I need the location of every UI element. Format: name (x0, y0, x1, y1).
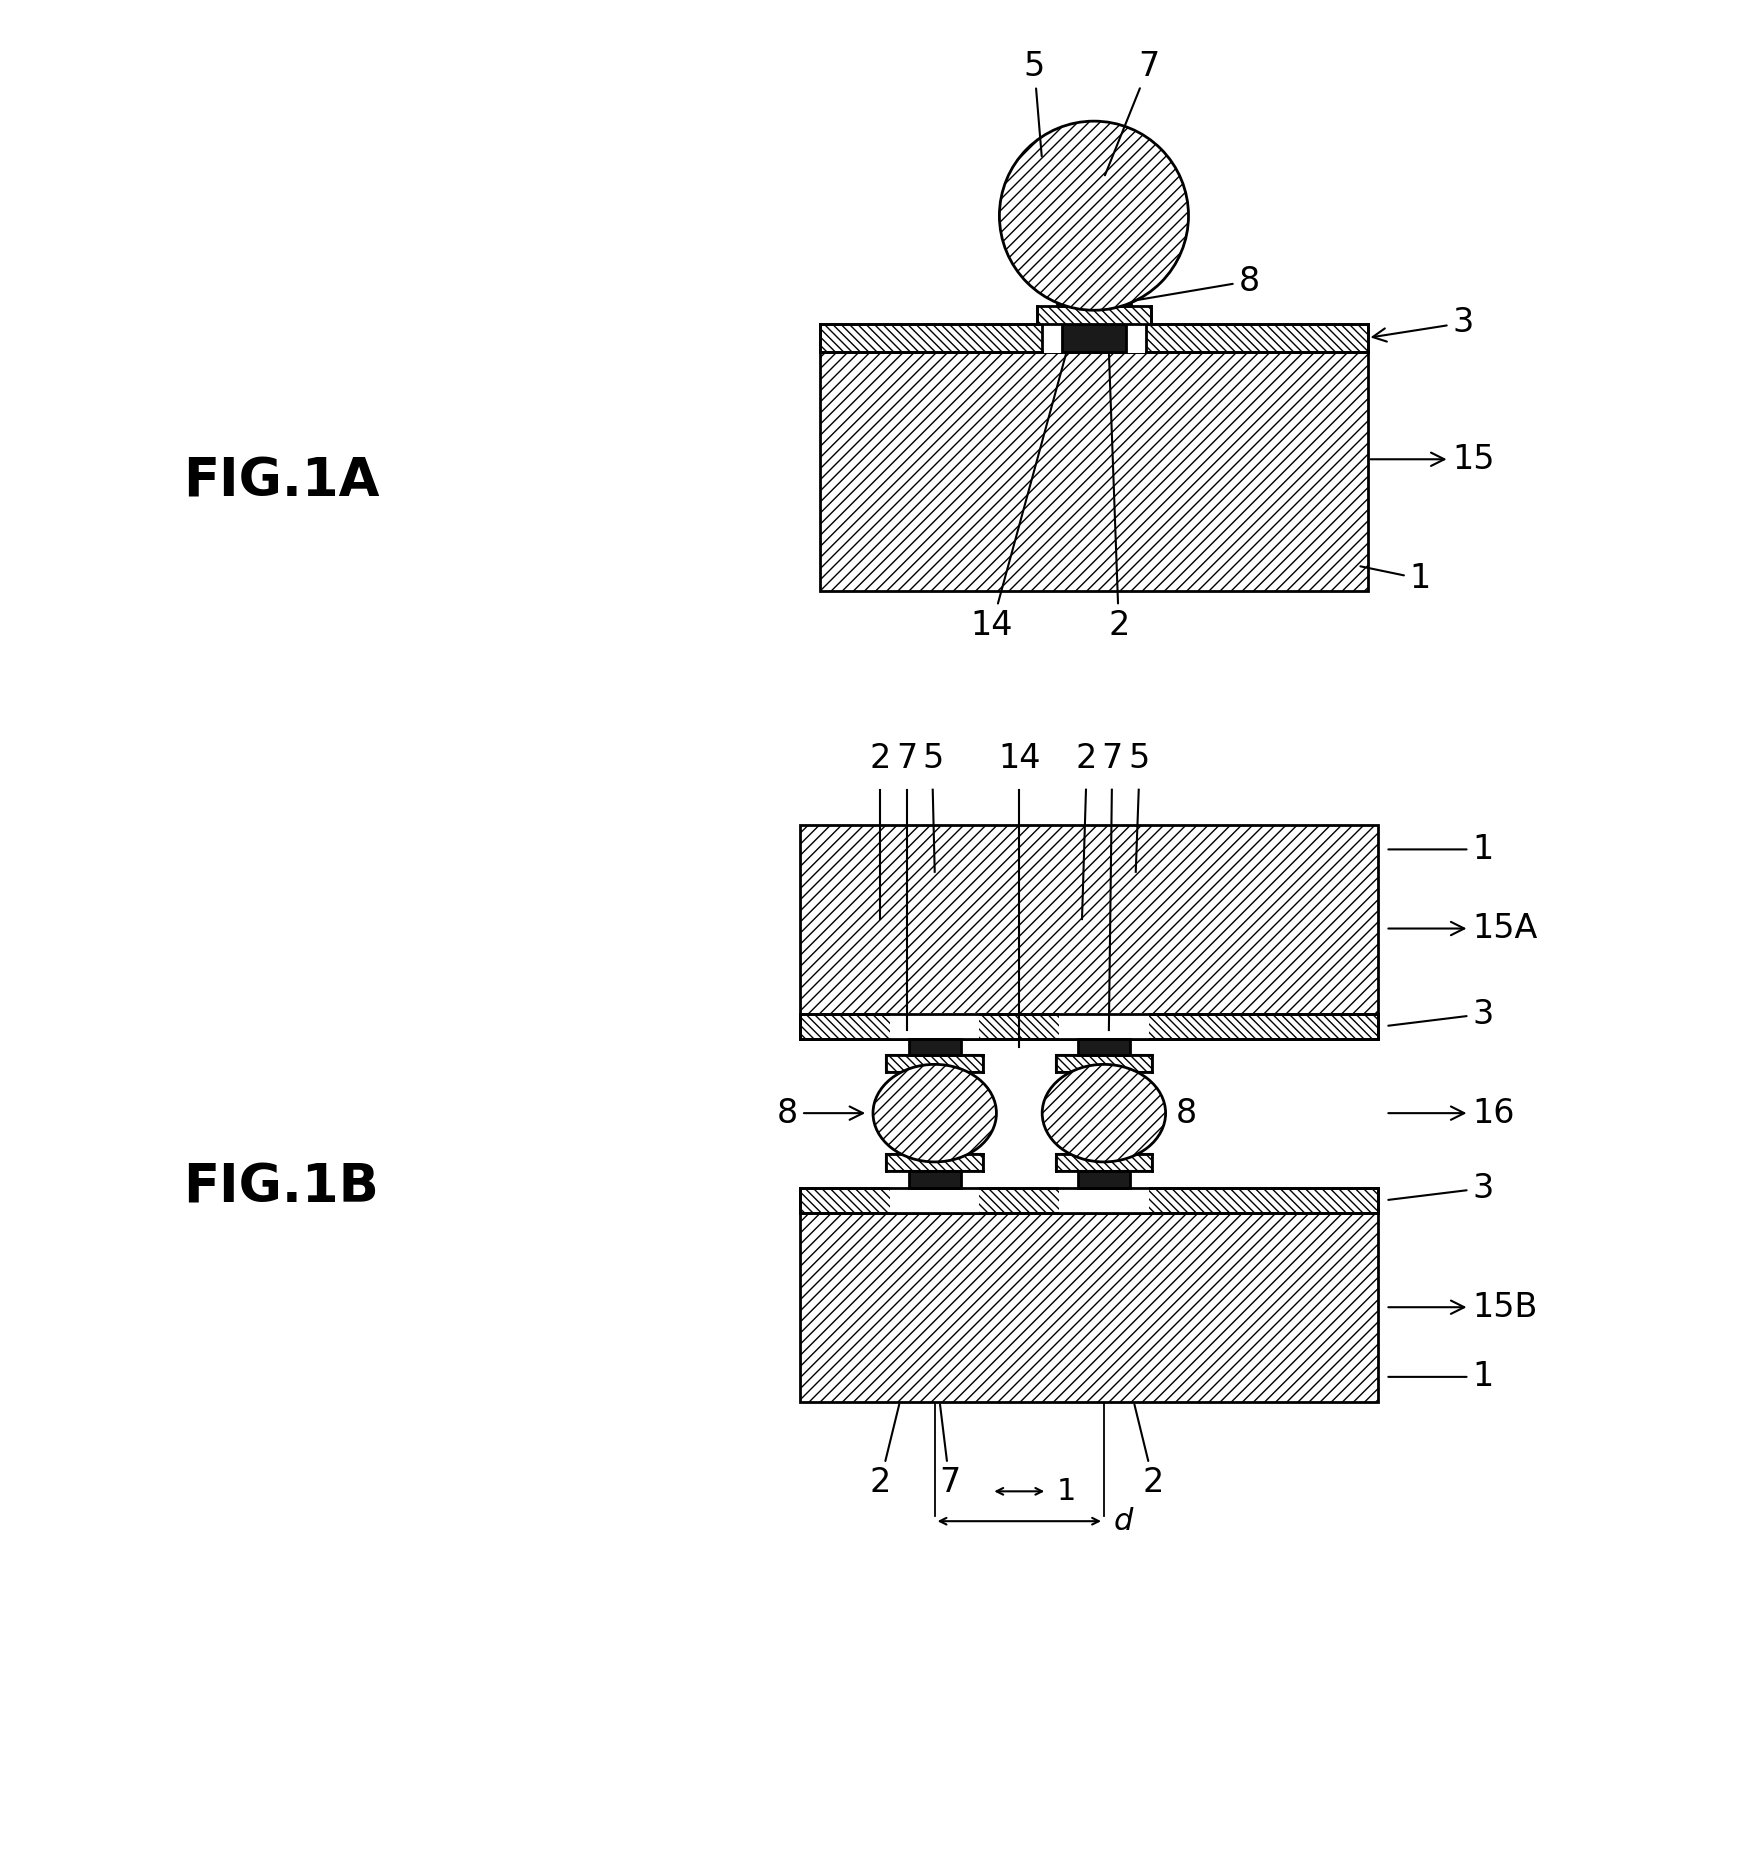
Text: 2: 2 (869, 1404, 898, 1499)
Text: 7: 7 (939, 1404, 960, 1499)
Bar (801, 1189, 1377, 1213)
Bar (1079, 1170, 1129, 1189)
Text: 2: 2 (1075, 742, 1096, 776)
Text: 7: 7 (1105, 50, 1159, 176)
Text: 5: 5 (1127, 742, 1150, 776)
Text: 15B: 15B (1388, 1291, 1538, 1323)
Bar (886, 1056, 982, 1073)
Text: FIG.1B: FIG.1B (184, 1163, 379, 1213)
Text: 8: 8 (1176, 1097, 1197, 1129)
Bar (820, 323, 1367, 351)
Text: 15A: 15A (1388, 912, 1538, 946)
Bar (1056, 1056, 1152, 1073)
Text: 1: 1 (1058, 1477, 1077, 1506)
Text: 7: 7 (897, 742, 918, 776)
Text: 5: 5 (923, 742, 944, 776)
Text: 5: 5 (1024, 50, 1045, 157)
Bar (801, 1013, 1377, 1039)
Text: 1: 1 (1388, 1361, 1493, 1394)
Bar (1056, 295, 1131, 307)
Text: 14: 14 (998, 742, 1040, 776)
Bar (909, 1039, 961, 1056)
Text: 16: 16 (1388, 1097, 1514, 1129)
Text: 8: 8 (778, 1097, 864, 1129)
Text: 1: 1 (1388, 834, 1493, 865)
Bar (801, 824, 1377, 1013)
Ellipse shape (872, 1063, 996, 1163)
Text: 3: 3 (1388, 1172, 1493, 1206)
Ellipse shape (1042, 1063, 1166, 1163)
Text: 15: 15 (1370, 443, 1495, 477)
Text: 2: 2 (1108, 355, 1129, 641)
Circle shape (1000, 121, 1189, 310)
Bar (1042, 323, 1147, 353)
Bar (820, 351, 1367, 591)
Bar (909, 1170, 961, 1189)
Bar (1061, 323, 1126, 351)
Text: 8: 8 (1134, 265, 1259, 301)
Text: 3: 3 (1388, 998, 1493, 1030)
Bar (1056, 1153, 1152, 1170)
Text: d: d (1113, 1506, 1133, 1536)
Bar (1037, 307, 1152, 323)
Text: FIG.1A: FIG.1A (184, 456, 379, 506)
Bar (890, 1013, 979, 1039)
Text: 3: 3 (1372, 307, 1474, 342)
Text: 14: 14 (970, 355, 1066, 641)
Bar (886, 1153, 982, 1170)
Text: 2: 2 (1134, 1404, 1164, 1499)
Text: 2: 2 (869, 742, 891, 776)
Bar (1059, 1187, 1148, 1213)
Bar (1079, 1039, 1129, 1056)
Bar (890, 1187, 979, 1213)
Bar (1059, 1013, 1148, 1039)
Text: 7: 7 (1101, 742, 1122, 776)
Text: 1: 1 (1360, 563, 1430, 594)
Bar (801, 1213, 1377, 1402)
